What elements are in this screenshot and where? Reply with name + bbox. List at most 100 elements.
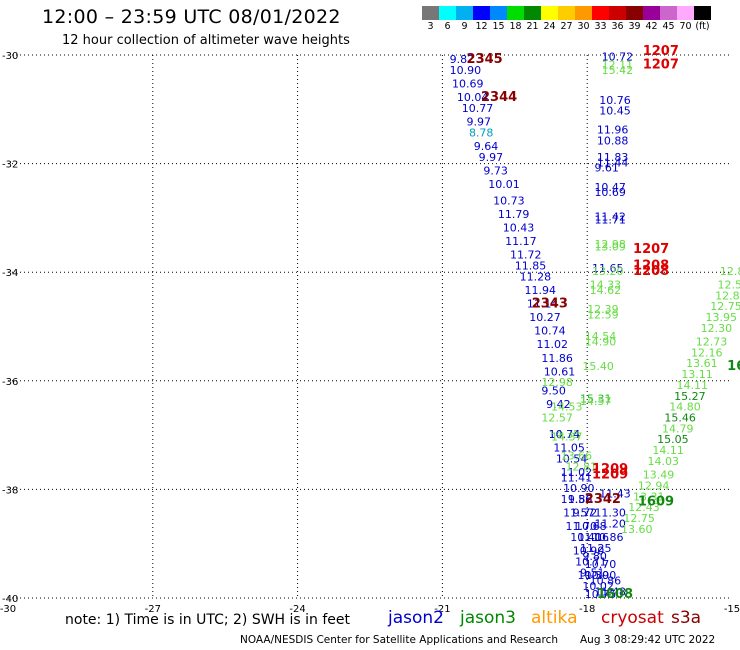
wave-height-label: 14.54 [585,330,617,343]
wave-height-label: 12.86 [715,289,740,302]
wave-height-label: 11.14 [527,297,559,310]
wave-height-label: 11.94 [524,284,556,297]
wave-height-label: 12.73 [696,336,728,349]
wave-height-label: 10.90 [585,569,617,582]
wave-height-label: 15.05 [657,433,689,446]
wave-height-label: 10.71 [575,555,607,568]
wave-height-label: 14.33 [590,278,622,291]
wave-height-label: 9.51 [580,566,605,579]
time-label: 1209 [592,468,628,483]
wave-height-label: 12.16 [691,346,723,359]
wave-height-label: 11.16 [578,531,610,544]
color-swatch [558,6,575,20]
wave-height-label: 11.02 [561,466,593,479]
wave-height-label: 10.77 [462,102,494,115]
wave-height-label: 11.43 [599,488,631,501]
wave-height-label: 10.74 [534,325,566,338]
color-scale-label: 21 [526,21,539,32]
color-swatch [541,6,558,20]
x-tick-label: -24 [289,604,305,615]
wave-height-label: 14.90 [585,336,617,349]
time-label: 2345 [467,52,503,67]
wave-height-label: 11.20 [594,517,626,530]
wave-height-label: 13.09 [594,240,626,253]
wave-height-label: 10.30 [578,569,610,582]
time-label: 1207 [643,44,679,59]
x-tick-label: -27 [145,604,161,615]
wave-height-label: 10.01 [488,178,519,191]
color-scale-label: 24 [543,21,556,32]
wave-height-label: 10.45 [599,105,631,118]
wave-height-label: 10.54 [556,452,588,465]
wave-height-label: 11.25 [580,542,612,555]
wave-height-label: 15.40 [582,360,614,373]
color-scale-label: 12 [475,21,488,32]
legend-jason2: jason2 [388,608,444,628]
footer-timestamp: Aug 3 08:29:42 UTC 2022 [580,634,716,646]
legend-cryosat: cryosat [601,608,664,628]
time-label: 1207 [643,58,679,73]
time-label: 1208 [633,258,669,273]
time-label: 1209 [592,462,628,477]
color-scale-label: 9 [461,21,468,32]
color-scale-label: 3 [427,21,434,32]
color-swatch [524,6,541,20]
wave-height-label: 12.94 [638,479,670,492]
wave-height-label: 13.60 [621,523,653,536]
wave-height-label: 15.27 [674,390,706,403]
wave-height-label: 10.86 [590,574,622,587]
y-tick-label: -36 [2,377,18,388]
y-tick-label: -38 [2,485,18,496]
wave-height-label: 14.79 [662,422,694,435]
color-swatch [660,6,677,20]
wave-height-label: 9.73 [483,164,508,177]
wave-height-label: 11.72 [510,249,542,262]
wave-height-label: 11.57 [563,507,595,520]
wave-height-label: 12.43 [628,501,660,514]
wave-height-label: 14.80 [669,401,701,414]
legend-altika: altika [531,608,578,628]
wave-height-label: 10.61 [544,365,576,378]
legend-s3a: s3a [671,608,702,628]
wave-height-label: 15.31 [580,393,612,406]
time-label: 2344 [481,90,517,105]
legend-jason3: jason3 [460,608,516,628]
x-tick-label: -21 [434,604,450,615]
wave-height-label: 10.04 [457,91,489,104]
color-swatch [643,6,660,20]
wave-height-label: 12.59 [587,308,619,321]
wave-height-label: 11.48 [594,585,626,598]
wave-height-label: 14.62 [590,284,622,297]
time-label: 1608 [597,587,633,602]
wave-height-label: 10.74 [549,428,581,441]
color-scale-label: 18 [509,21,522,32]
wave-height-label: 11.79 [498,208,530,221]
wave-height-label: 10.02 [582,580,614,593]
color-swatch [439,6,456,20]
wave-height-label: 11.65 [592,262,624,275]
time-label: 1208 [633,264,669,279]
wave-height-label: 10.75 [585,588,617,601]
color-swatch [456,6,473,20]
wave-height-label: 11.96 [597,124,629,137]
wave-height-label: 11.28 [520,270,552,283]
color-swatch [609,6,626,20]
wave-height-label: 12.57 [541,412,573,425]
wave-height-label: 11.86 [541,352,573,365]
wave-height-label: 11.30 [594,507,626,520]
wave-height-label: 11.85 [515,259,547,272]
wave-height-label: 11.41 [561,471,593,484]
wave-height-label: 11.56 [561,493,593,506]
wave-height-label: 11.70 [565,520,597,533]
time-label: 2342 [585,492,621,507]
wave-height-label: 14.37 [551,431,583,444]
color-swatch [507,6,524,20]
color-swatch [592,6,609,20]
wave-height-label: 11.44 [597,156,629,169]
x-tick-label: -18 [579,604,595,615]
footer-credit: NOAA/NESDIS Center for Satellite Applica… [240,634,558,646]
wave-height-label: 12.75 [710,300,740,313]
